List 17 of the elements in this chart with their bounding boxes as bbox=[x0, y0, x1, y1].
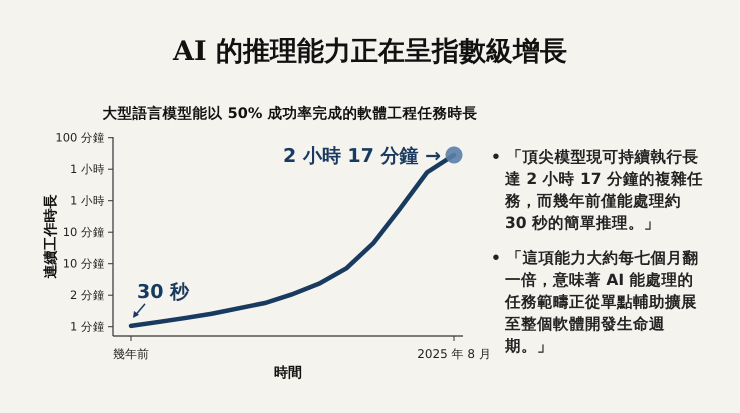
x-tick-label: 2025 年 8 月 bbox=[417, 347, 491, 361]
annotation: 2 小時 17 分鐘 → bbox=[282, 145, 441, 167]
chart-subtitle: 大型語言模型能以 50% 成功率完成的軟體工程任務時長 bbox=[102, 104, 478, 122]
chart-title: AI 的推理能力正在呈指數級增長 bbox=[172, 36, 567, 67]
text: • 「頂尖模型現可持續執行長達 2 小時 17 分鐘的複雜任務，而幾年前僅能處理約 30 秒的簡單推理。」 bbox=[491, 147, 704, 234]
text: 1 小時 bbox=[70, 162, 105, 176]
text: 10 分鐘 bbox=[62, 256, 105, 271]
text: 10 分鐘 bbox=[62, 225, 105, 240]
text: 2 分鐘 bbox=[70, 288, 105, 302]
x-axis-title: 時間 bbox=[274, 365, 302, 381]
text: • 「這項能力大約每七個月翻一倍，意味著 AI 能處理的任務範疇正從單點輔助擴展至整個軟體開發生命週期。」 bbox=[491, 248, 700, 357]
annotation: 30 秒 bbox=[137, 280, 190, 303]
y-axis-title: 連續工作時長 bbox=[43, 194, 59, 280]
text: 100 分鐘 bbox=[55, 130, 105, 145]
text: 1 小時 bbox=[70, 194, 105, 208]
x-tick-label: 幾年前 bbox=[113, 347, 149, 361]
text: 1 分鐘 bbox=[70, 320, 105, 334]
